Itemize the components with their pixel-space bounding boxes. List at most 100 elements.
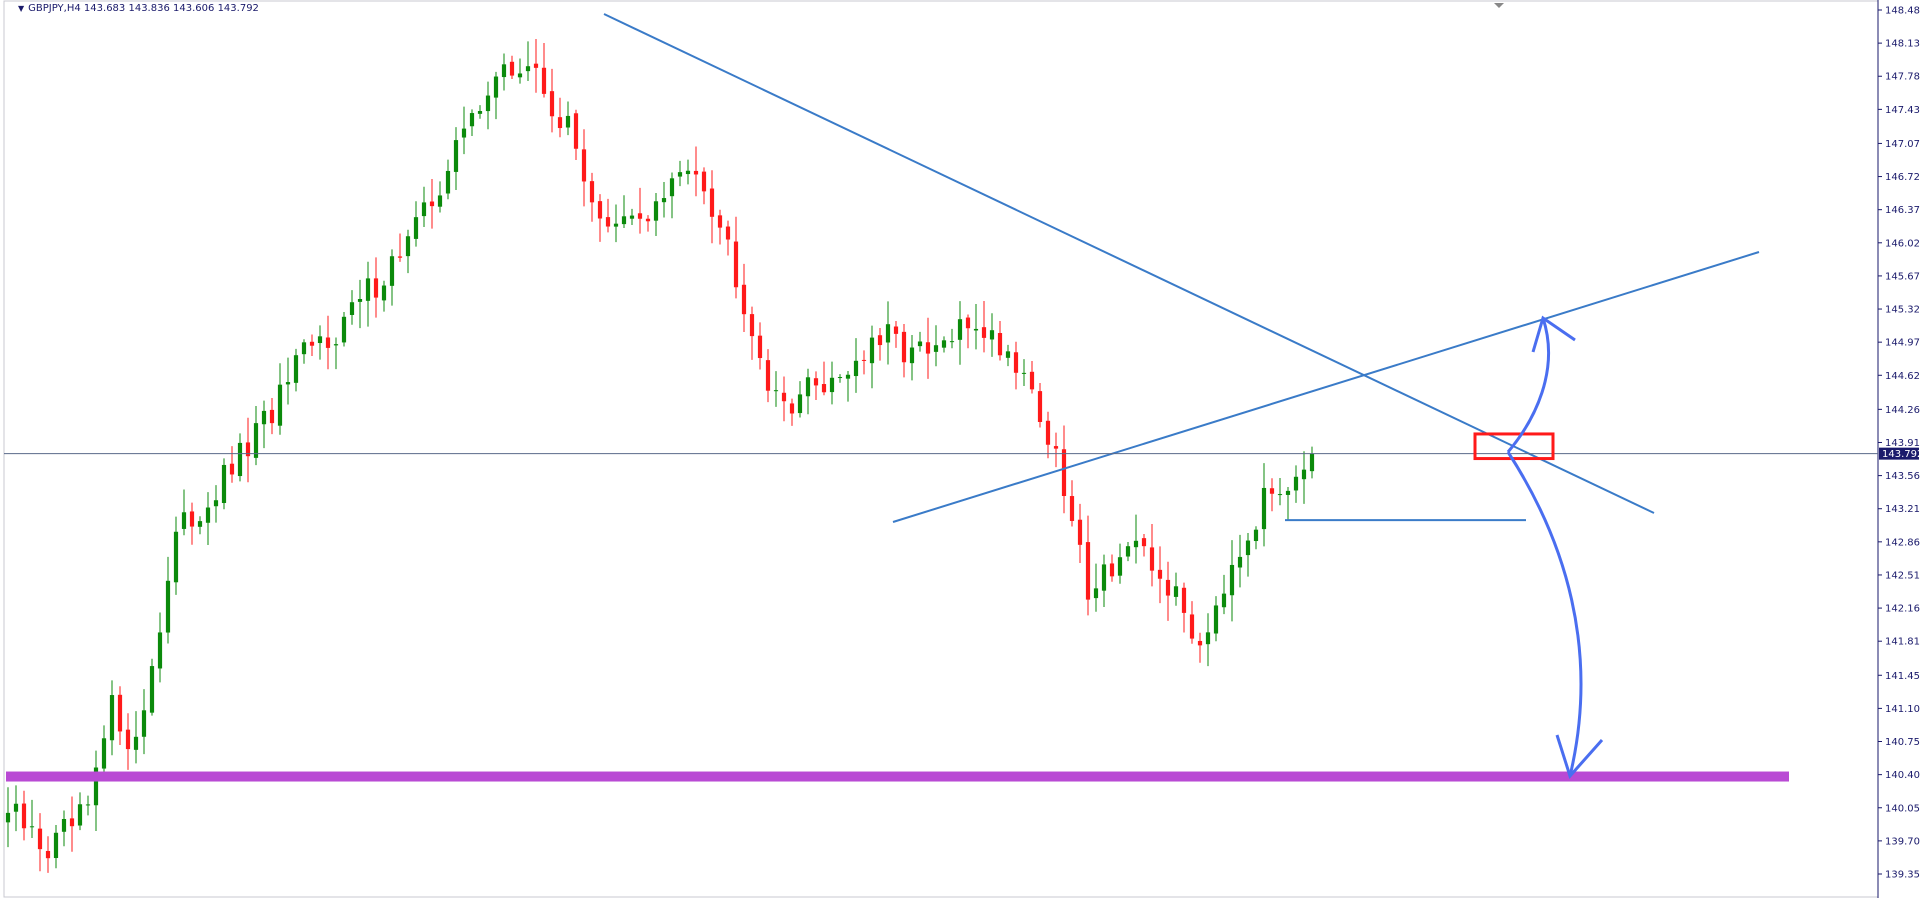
candle-body bbox=[1069, 496, 1075, 521]
candle bbox=[253, 405, 259, 466]
candle bbox=[285, 357, 291, 405]
candle-body bbox=[837, 377, 843, 379]
candle-body bbox=[1029, 371, 1035, 390]
candle bbox=[381, 280, 387, 312]
candle bbox=[1117, 543, 1123, 584]
candle bbox=[677, 160, 683, 187]
candle bbox=[173, 516, 179, 595]
candle-body bbox=[141, 710, 147, 737]
candle bbox=[485, 81, 491, 130]
candle-body bbox=[85, 804, 91, 806]
candle bbox=[117, 686, 123, 746]
candle bbox=[733, 216, 739, 299]
candle bbox=[789, 398, 795, 426]
candle-body bbox=[285, 382, 291, 385]
candle-body bbox=[69, 818, 75, 827]
candle-body bbox=[45, 850, 51, 859]
candle bbox=[1197, 632, 1203, 663]
candle bbox=[941, 336, 947, 353]
candle-body bbox=[445, 170, 451, 194]
candle bbox=[1053, 432, 1059, 468]
candle-body bbox=[645, 218, 651, 222]
candle bbox=[469, 109, 475, 137]
candle-body bbox=[829, 377, 835, 393]
candle-body bbox=[349, 302, 355, 315]
candle bbox=[533, 39, 539, 93]
y-tick-label: 144.970 bbox=[1885, 338, 1920, 349]
candle bbox=[1229, 540, 1235, 622]
candle-body bbox=[53, 832, 59, 859]
candle bbox=[909, 335, 915, 381]
shift-marker-icon bbox=[1494, 3, 1504, 8]
candle bbox=[13, 785, 19, 832]
candle bbox=[629, 208, 635, 226]
candle bbox=[53, 825, 59, 869]
candle bbox=[429, 178, 435, 229]
y-tick-label: 144.260 bbox=[1885, 405, 1920, 416]
candle-body bbox=[909, 347, 915, 364]
candle-body bbox=[621, 216, 627, 225]
candle-body bbox=[1125, 546, 1131, 557]
candle bbox=[1029, 361, 1035, 394]
candle bbox=[493, 71, 499, 120]
candle-body bbox=[877, 335, 883, 346]
candle bbox=[333, 337, 339, 370]
candle-body bbox=[261, 410, 267, 425]
current-price-tag bbox=[1879, 447, 1919, 460]
candle bbox=[365, 261, 371, 327]
candle-body bbox=[853, 360, 859, 377]
candle-body bbox=[917, 341, 923, 347]
candle bbox=[845, 371, 851, 402]
dropdown-triangle-icon[interactable]: ▼ bbox=[18, 4, 25, 13]
candle-body bbox=[1285, 490, 1291, 495]
candle-body bbox=[413, 217, 419, 239]
candle-body bbox=[325, 337, 331, 348]
support-zone bbox=[6, 771, 1789, 782]
candle bbox=[517, 58, 523, 84]
candle-body bbox=[493, 76, 499, 98]
candle bbox=[349, 290, 355, 325]
candle-body bbox=[597, 201, 603, 219]
candle-body bbox=[37, 828, 43, 850]
candle bbox=[229, 446, 235, 483]
candle bbox=[757, 322, 763, 370]
candle-body bbox=[549, 91, 555, 117]
candle-body bbox=[93, 767, 99, 806]
candle bbox=[1005, 344, 1011, 367]
candle bbox=[213, 485, 219, 523]
candle bbox=[373, 257, 379, 318]
candle-body bbox=[1309, 453, 1315, 472]
candle bbox=[453, 127, 459, 191]
arrow-down-head-icon bbox=[1555, 734, 1604, 779]
candle-body bbox=[781, 392, 787, 402]
candle bbox=[37, 813, 43, 872]
candle bbox=[821, 361, 827, 396]
y-tick-label: 146.370 bbox=[1885, 205, 1920, 216]
candle-body bbox=[485, 95, 491, 112]
candle-body bbox=[789, 403, 795, 414]
candle-body bbox=[525, 66, 531, 72]
candle-body bbox=[269, 409, 275, 424]
candle-body bbox=[469, 113, 475, 127]
close-value: 143.792 bbox=[217, 3, 259, 14]
candle bbox=[709, 170, 715, 244]
breakout-box bbox=[1473, 432, 1555, 461]
y-tick-label: 139.350 bbox=[1885, 870, 1920, 881]
candle bbox=[621, 195, 627, 228]
candle-body bbox=[1173, 586, 1179, 597]
candle-body bbox=[21, 803, 27, 829]
candle bbox=[157, 612, 163, 683]
candle bbox=[1141, 533, 1147, 557]
candle-body bbox=[1253, 529, 1259, 542]
candle bbox=[501, 53, 507, 91]
y-tick-label: 146.720 bbox=[1885, 172, 1920, 183]
y-tick-label: 142.860 bbox=[1885, 537, 1920, 548]
candle-body bbox=[605, 217, 611, 227]
candle bbox=[549, 68, 555, 133]
candle bbox=[1309, 446, 1315, 479]
candle-body bbox=[5, 812, 11, 823]
y-tick-label: 141.450 bbox=[1885, 671, 1920, 682]
candle-body bbox=[1269, 488, 1275, 494]
